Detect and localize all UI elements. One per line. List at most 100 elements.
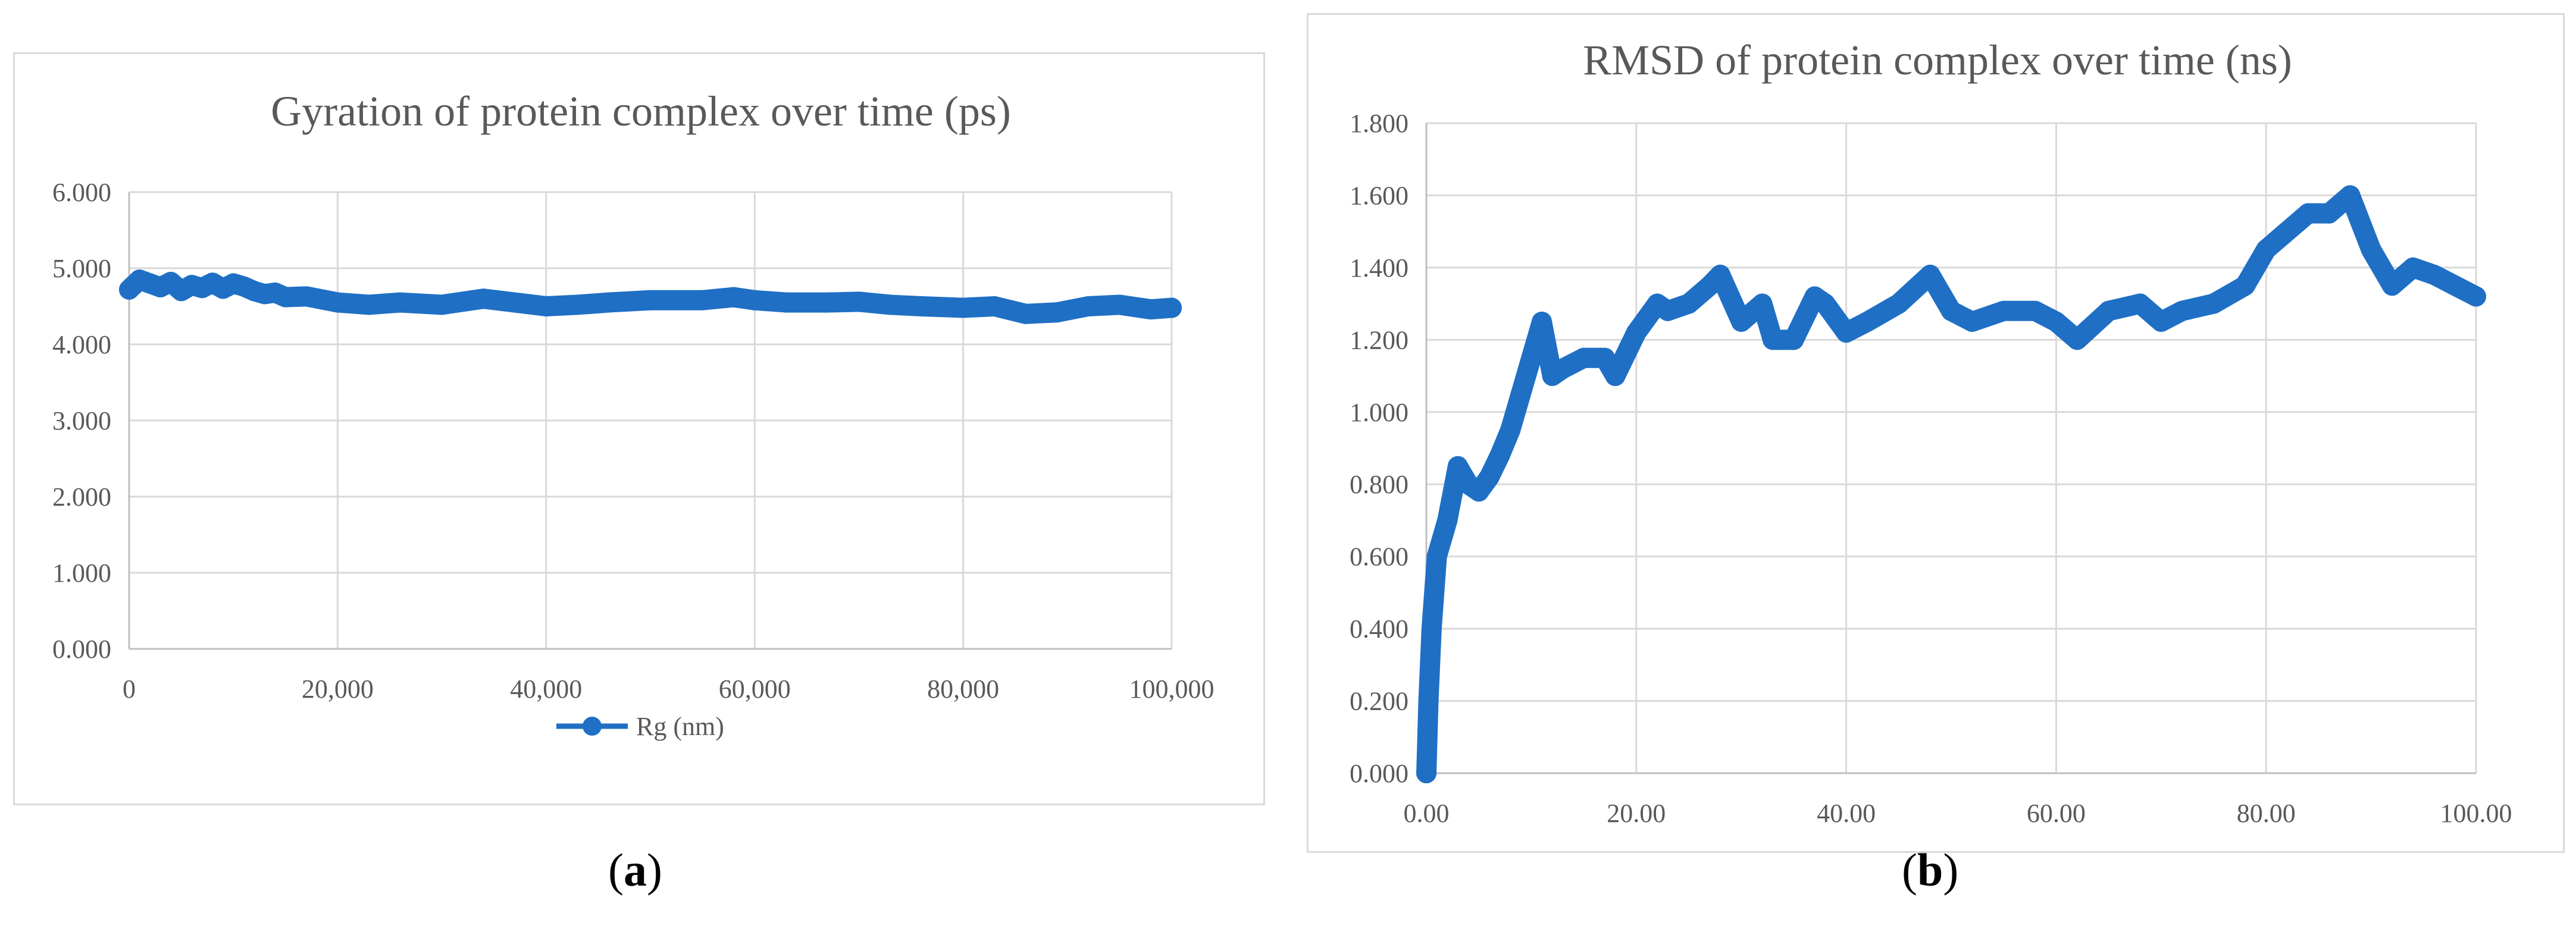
data-point — [1421, 619, 1442, 639]
data-point — [1626, 322, 1647, 343]
caption-letter: b — [1917, 844, 1943, 896]
legend-series-marker — [583, 717, 602, 736]
data-point — [2424, 265, 2444, 285]
data-point — [1783, 329, 1804, 350]
data-point — [1763, 329, 1783, 350]
data-point — [724, 287, 744, 307]
data-point — [984, 296, 1005, 316]
data-point — [1815, 293, 1836, 314]
caption-open-paren: ( — [608, 844, 624, 896]
y-tick-label: 0.000 — [1350, 759, 1408, 788]
y-tick-label: 1.400 — [1350, 253, 1408, 283]
data-point — [1532, 311, 1553, 332]
data-point — [1941, 300, 1961, 321]
y-tick-label: 6.000 — [52, 178, 111, 207]
data-point — [817, 292, 838, 313]
data-point — [1657, 300, 1678, 321]
legend-series-label: Rg (nm) — [636, 712, 724, 741]
data-point — [1993, 300, 2014, 321]
data-point — [2466, 286, 2486, 307]
data-point — [473, 288, 494, 309]
rmsd-chart: RMSD of protein complex over time (ns) 0… — [1350, 36, 2512, 828]
data-point — [1888, 293, 1909, 314]
data-point — [1920, 265, 1940, 285]
data-point — [1426, 546, 1447, 567]
data-point — [911, 296, 932, 316]
data-point — [1710, 265, 1730, 285]
data-point — [1047, 302, 1068, 323]
data-point — [1416, 763, 1436, 783]
data-point — [505, 292, 525, 313]
x-tick-label: 20.00 — [1607, 799, 1666, 828]
data-point — [1962, 311, 1983, 332]
y-tick-label: 1.600 — [1350, 181, 1408, 210]
data-point — [1594, 347, 1615, 368]
chart-title: Gyration of protein complex over time (p… — [271, 87, 1011, 135]
data-point — [431, 294, 452, 315]
data-point — [744, 290, 765, 310]
data-point — [1510, 384, 1531, 404]
y-tick-label: 1.200 — [1350, 325, 1408, 354]
data-point — [775, 292, 796, 313]
data-point — [640, 290, 661, 310]
x-tick-label: 0 — [123, 674, 136, 704]
data-point — [1752, 293, 1773, 314]
data-point — [2444, 275, 2465, 296]
x-tick-label: 60,000 — [719, 674, 791, 704]
chart-title: RMSD of protein complex over time (ns) — [1583, 36, 2292, 84]
data-point — [1573, 347, 1594, 368]
y-tick-label: 2.000 — [52, 482, 111, 511]
data-point — [536, 296, 556, 316]
data-point — [1489, 445, 1510, 466]
data-point — [2067, 329, 2087, 350]
data-point — [1109, 294, 1130, 315]
data-point — [849, 291, 869, 312]
data-point — [327, 292, 348, 313]
data-point — [1500, 420, 1521, 441]
data-point — [2256, 239, 2277, 260]
data-point — [692, 290, 713, 310]
x-tick-label: 80,000 — [927, 674, 999, 704]
data-point — [1679, 293, 1699, 314]
data-point — [390, 292, 411, 313]
data-point — [2277, 221, 2298, 242]
data-point — [296, 286, 317, 307]
y-tick-label: 4.000 — [52, 330, 111, 359]
y-tick-label: 0.600 — [1350, 542, 1408, 572]
data-point — [1857, 311, 1877, 332]
data-point — [2361, 239, 2381, 260]
data-point — [358, 294, 379, 315]
data-point — [879, 294, 900, 315]
y-tick-label: 1.000 — [1350, 398, 1408, 427]
data-point — [1015, 303, 1036, 324]
data-point — [1162, 297, 1182, 318]
data-point — [1418, 691, 1439, 711]
data-point — [567, 294, 588, 315]
data-point — [2340, 185, 2361, 206]
data-point — [2203, 293, 2224, 314]
data-point — [2381, 275, 2402, 296]
data-point — [2046, 311, 2067, 332]
y-tick-label: 3.000 — [52, 406, 111, 435]
caption-close-paren: ) — [1943, 844, 1959, 896]
chart-panel-b: RMSD of protein complex over time (ns) 0… — [1307, 13, 2565, 853]
y-tick-label: 5.000 — [52, 254, 111, 283]
chart-panel-a: Gyration of protein complex over time (p… — [13, 52, 1265, 805]
x-tick-label: 0.00 — [1404, 799, 1450, 828]
y-tick-label: 0.000 — [52, 635, 111, 664]
data-point — [2319, 203, 2340, 224]
x-tick-label: 80.00 — [2237, 799, 2296, 828]
x-tick-label: 100,000 — [1129, 674, 1215, 704]
data-point — [1605, 366, 1626, 387]
data-point — [1078, 296, 1098, 316]
data-point — [1140, 299, 1161, 320]
caption-close-paren: ) — [646, 844, 662, 896]
figure-caption-b: (b) — [1902, 843, 1958, 897]
data-point — [1447, 456, 1468, 476]
data-point — [2130, 293, 2151, 314]
data-point — [2098, 300, 2119, 321]
y-tick-label: 0.400 — [1350, 614, 1408, 644]
series-line — [1416, 185, 2486, 783]
gyration-chart: Gyration of protein complex over time (p… — [52, 87, 1215, 741]
data-point — [2172, 300, 2193, 321]
